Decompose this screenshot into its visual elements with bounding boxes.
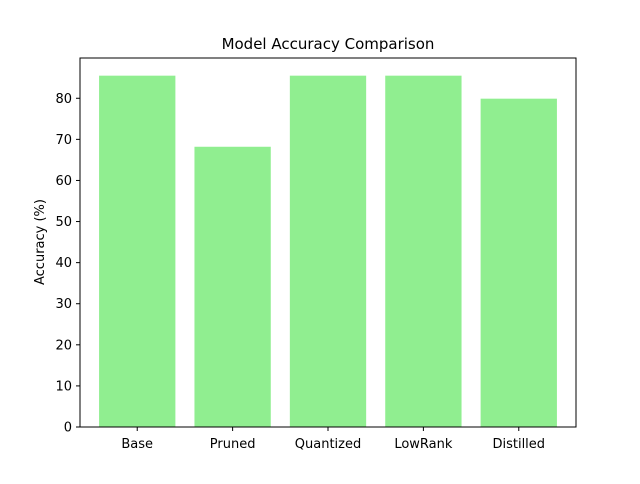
x-tick-label: Distilled — [492, 437, 545, 452]
y-tick-label: 30 — [55, 297, 72, 312]
y-tick-label: 70 — [55, 133, 72, 148]
x-tick-label: Pruned — [210, 437, 256, 452]
chart-title: Model Accuracy Comparison — [222, 35, 435, 53]
bar-base — [99, 75, 176, 428]
y-tick-label: 0 — [64, 421, 72, 436]
y-tick-label: 80 — [55, 92, 72, 107]
bar-distilled — [480, 98, 557, 428]
x-axis-ticks: Base Pruned Quantized LowRank Distilled — [121, 427, 545, 452]
plot-area-frame — [79, 57, 577, 428]
bar-quantized — [289, 75, 367, 428]
y-tick-label: 10 — [55, 379, 72, 394]
bar-lowrank — [385, 75, 462, 428]
x-tick-label: Base — [121, 437, 153, 452]
y-tick-label: 60 — [55, 174, 72, 189]
x-tick-label: Quantized — [295, 437, 361, 452]
y-tick-label: 50 — [55, 215, 72, 230]
y-tick-label: 20 — [55, 338, 72, 353]
x-tick-label: LowRank — [394, 437, 453, 452]
bars-layer — [99, 75, 557, 428]
y-tick-label: 40 — [55, 256, 72, 271]
bar-pruned — [194, 146, 271, 427]
y-axis-label: Accuracy (%) — [33, 199, 48, 285]
y-axis-ticks: 0 10 20 30 40 50 60 70 80 — [55, 92, 80, 436]
